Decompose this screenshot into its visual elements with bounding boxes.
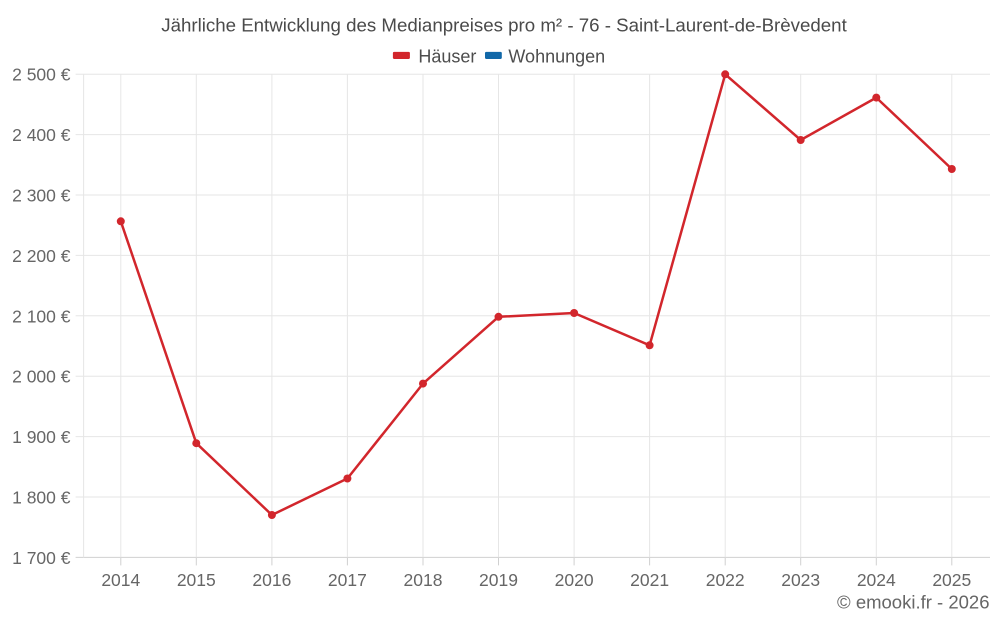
svg-text:2021: 2021 (630, 570, 669, 590)
svg-text:Jährliche Entwicklung des Medi: Jährliche Entwicklung des Medianpreises … (161, 15, 847, 36)
svg-text:2 400 €: 2 400 € (12, 125, 71, 145)
svg-text:2 000 €: 2 000 € (12, 367, 71, 387)
svg-text:2016: 2016 (252, 570, 291, 590)
svg-text:1 700 €: 1 700 € (12, 548, 71, 568)
svg-text:2 300 €: 2 300 € (12, 186, 71, 206)
svg-text:2015: 2015 (177, 570, 216, 590)
svg-text:2014: 2014 (101, 570, 140, 590)
svg-text:1 800 €: 1 800 € (12, 488, 71, 508)
svg-text:2024: 2024 (857, 570, 896, 590)
svg-text:2019: 2019 (479, 570, 518, 590)
svg-text:2 500 €: 2 500 € (12, 65, 71, 85)
svg-text:Häuser: Häuser (418, 47, 476, 67)
svg-text:2020: 2020 (555, 570, 594, 590)
svg-text:Wohnungen: Wohnungen (508, 47, 605, 67)
svg-text:1 900 €: 1 900 € (12, 427, 71, 447)
svg-text:2025: 2025 (932, 570, 971, 590)
svg-text:2017: 2017 (328, 570, 367, 590)
svg-text:2018: 2018 (404, 570, 443, 590)
svg-text:© emooki.fr - 2026: © emooki.fr - 2026 (837, 592, 989, 613)
svg-text:2023: 2023 (781, 570, 820, 590)
svg-text:2 100 €: 2 100 € (12, 306, 71, 326)
svg-text:2022: 2022 (706, 570, 745, 590)
svg-text:2 200 €: 2 200 € (12, 246, 71, 266)
